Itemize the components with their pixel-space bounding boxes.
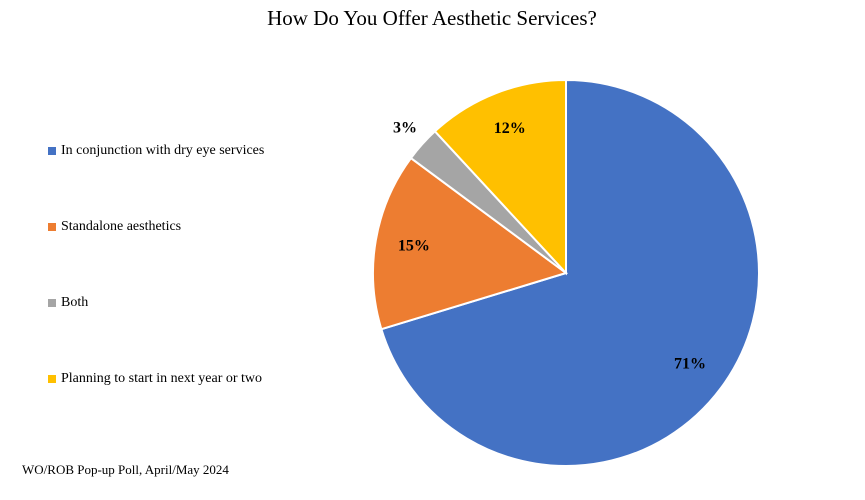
legend-swatch [48, 375, 56, 383]
legend-label: Standalone aesthetics [61, 219, 181, 234]
data-label: 12% [494, 120, 526, 137]
legend-label: Both [61, 295, 88, 310]
data-label: 15% [398, 237, 430, 254]
pie-slice [433, 78, 567, 276]
source-note: WO/ROB Pop-up Poll, April/May 2024 [22, 462, 229, 477]
legend-swatch [48, 147, 56, 155]
pie-slice [380, 78, 760, 467]
legend-swatch [48, 223, 56, 231]
pie-slice [372, 156, 569, 331]
legend-swatch [48, 299, 56, 307]
data-label: 71% [674, 356, 706, 373]
chart-title: How Do You Offer Aesthetic Services? [267, 6, 597, 30]
legend-label: Planning to start in next year or two [61, 371, 262, 386]
data-label: 3% [393, 119, 417, 136]
legend-label: In conjunction with dry eye services [61, 143, 264, 158]
